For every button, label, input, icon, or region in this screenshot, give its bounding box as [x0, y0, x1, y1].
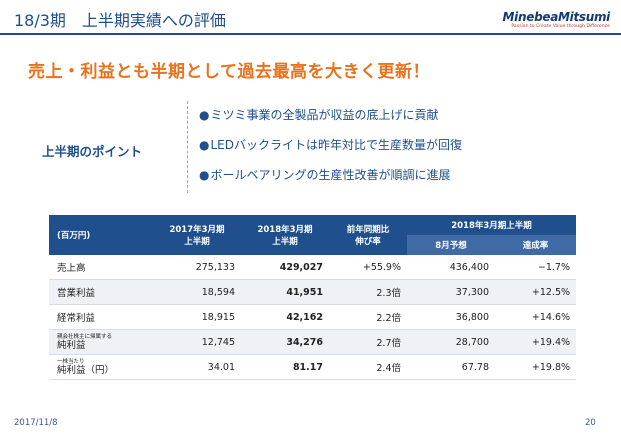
col-achieve-header: 達成率 — [495, 235, 577, 255]
point-item: ●ボールベアリングの生産性改善が順調に進展 — [199, 168, 451, 182]
headline: 売上・利益とも半期として過去最高を大きく更新！ — [28, 62, 430, 82]
title-rule — [0, 33, 621, 35]
point-item: ●LEDバックライトは昨年対比で生産数量が回復 — [199, 138, 462, 152]
company-logo: MinebeaMitsumi Passion to Create Value t… — [492, 10, 611, 29]
col-growth-header: 前年同期比 伸び率 — [329, 215, 407, 255]
table-row: 売上高 275,133 429,027 +55.9% 436,400 −1.7% — [49, 255, 577, 280]
point-item: ●ミツミ事業の全製品が収益の底上げに貢献 — [199, 108, 439, 122]
table-row: 親会社株主に帰属する 純利益 12,745 34,276 2.7倍 28,700 … — [49, 329, 577, 355]
page-number: 20 — [585, 418, 596, 428]
unit-header: (百万円) — [49, 215, 153, 255]
col-forecast-header: 8月予想 — [407, 235, 495, 255]
col-fy17-header: 2017年3月期 上半期 — [153, 215, 241, 255]
results-table: (百万円) 2017年3月期 上半期 2018年3月期 上半期 前年同期比 伸び率 2… — [49, 215, 577, 380]
footer-date: 2017/11/8 — [14, 418, 58, 428]
bullet-dot-icon: ● — [199, 138, 210, 152]
points-divider — [187, 101, 188, 193]
points-label: 上半期のポイント — [42, 144, 143, 159]
logo-tagline: Passion to Create Value through Differen… — [511, 24, 610, 29]
col-fy18-header: 2018年3月期 上半期 — [241, 215, 329, 255]
group-header: 2018年3月期上半期 — [407, 215, 577, 235]
table-row: 一株当たり 純利益（円） 34.01 81.17 2.4倍 67.78 +19.8… — [49, 354, 577, 380]
table-row: 営業利益 18,594 41,951 2.3倍 37,300 +12.5% — [49, 279, 577, 305]
logo-name: MinebeaMitsumi — [502, 10, 611, 24]
bullet-dot-icon: ● — [199, 168, 210, 182]
points-list: ●ミツミ事業の全製品が収益の底上げに貢献 ●LEDバックライトは昨年対比で生産数… — [199, 106, 462, 196]
slide-title: 18/3期 上半期実績への評価 — [14, 11, 226, 30]
table-row: 経常利益 18,915 42,162 2.2倍 36,800 +14.6% — [49, 304, 577, 330]
bullet-dot-icon: ● — [199, 108, 210, 122]
